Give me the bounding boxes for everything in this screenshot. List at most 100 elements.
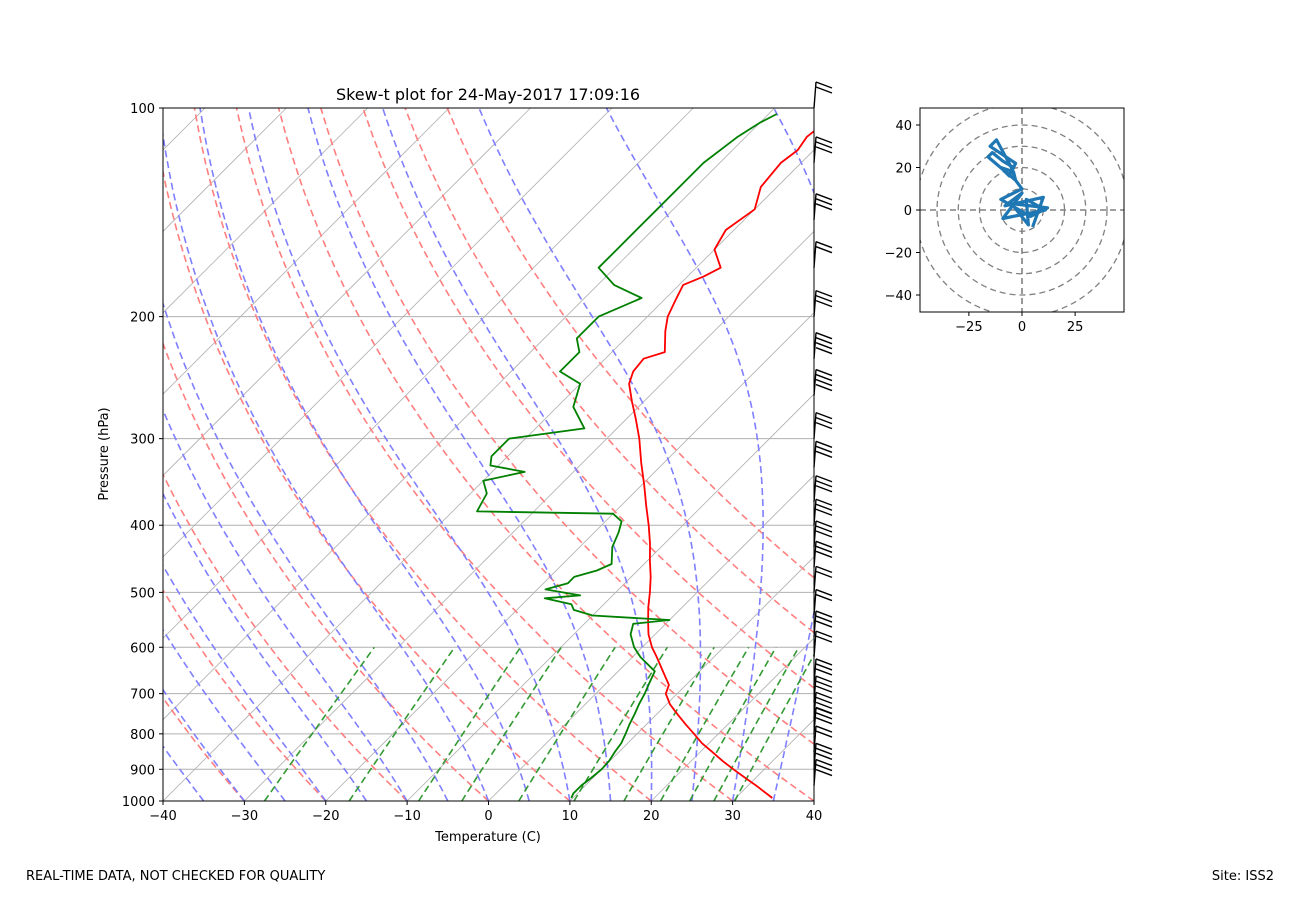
wind-barb-staff [813, 676, 817, 703]
wind-barb [813, 498, 833, 526]
wind-barb-flag [815, 530, 833, 538]
mixing-ratio-line [263, 646, 375, 801]
wind-barb-staff [813, 332, 817, 359]
wind-barb [813, 758, 833, 786]
wind-barb-flag [815, 416, 833, 425]
y-tick-label: 800 [130, 728, 155, 743]
wind-barb-flag [815, 198, 833, 206]
wind-barb [813, 675, 833, 703]
isotherm-gridline [325, 312, 814, 801]
isotherm-gridline [406, 393, 814, 801]
wind-barb [813, 332, 833, 359]
moist-adiabat [163, 301, 449, 801]
wind-barb-flag [815, 620, 833, 628]
wind-barb-flag [815, 411, 833, 420]
moist-adiabat [478, 108, 702, 801]
mixing-ratio-line [713, 646, 800, 801]
x-tick-label: 40 [806, 809, 823, 824]
x-tick-label: −10 [393, 809, 420, 824]
wind-barb-staff [813, 589, 817, 616]
wind-barb-flag [815, 378, 833, 387]
moist-adiabat [163, 688, 246, 801]
isotherm-gridline [163, 108, 694, 639]
isotherm-gridline [813, 800, 814, 801]
wind-barb [813, 610, 833, 638]
wind-barb-flag [815, 503, 833, 511]
skewt-x-axis-label: Temperature (C) [434, 830, 541, 845]
hodograph-x-tick-label: −25 [955, 320, 982, 335]
wind-barb [813, 658, 833, 685]
mixing-ratio-line [688, 646, 777, 801]
isotherm-gridline [163, 108, 369, 314]
wind-barb-flag [815, 635, 833, 643]
wind-barb [813, 630, 833, 658]
moist-adiabat [307, 108, 612, 801]
isotherm-gridline [0, 108, 42, 801]
wind-barb [813, 520, 833, 548]
skewt-frame [162, 107, 815, 802]
wind-barb-flag [815, 520, 833, 528]
dry-adiabat [446, 108, 814, 579]
wind-barb-flag [815, 588, 833, 597]
dewpoint-trace [476, 113, 778, 799]
y-tick-label: 700 [130, 688, 155, 703]
isotherm-gridline [488, 474, 814, 801]
wind-barb-flag [815, 421, 833, 430]
wind-barb-flag [815, 373, 833, 382]
wind-barb-staff [813, 441, 817, 468]
wind-barb-flag [815, 525, 833, 533]
wind-barb-flag [815, 630, 833, 638]
wind-barb [813, 136, 833, 163]
wind-barb-staff [813, 520, 817, 548]
wind-barb [813, 289, 833, 317]
wind-barb-flag [815, 593, 833, 602]
wind-barb [813, 725, 833, 753]
wind-barb-staff [813, 412, 817, 439]
wind-barb-staff [813, 475, 817, 502]
dry-adiabat [163, 588, 327, 801]
skewt-y-axis-label: Pressure (hPa) [97, 407, 112, 500]
wind-barb-flag [815, 81, 833, 89]
moist-adiabat [163, 492, 368, 801]
wind-barb-flag [815, 717, 833, 725]
wind-barb-flag [815, 712, 833, 720]
x-tick-label: −20 [312, 809, 339, 824]
hodograph-y-tick-label: 20 [895, 162, 912, 177]
wind-barb-flag [815, 332, 833, 340]
wind-barb-flag [815, 445, 833, 453]
wind-barb-flag [815, 610, 833, 618]
moist-adiabat [163, 564, 327, 801]
wind-barb [813, 241, 833, 268]
dry-adiabat [193, 108, 652, 801]
wind-barb [813, 368, 833, 396]
isotherm-gridline [163, 108, 287, 232]
wind-barb-staff [813, 369, 817, 396]
wind-barb-flag [815, 545, 833, 553]
wind-barb-flag [815, 691, 833, 700]
isotherm-gridline [163, 149, 814, 801]
wind-barb-flag [815, 668, 833, 676]
wind-barb-flag [815, 203, 833, 211]
wind-barb-staff [813, 290, 817, 317]
wind-barb-flag [815, 696, 833, 705]
dry-adiabat [362, 108, 814, 689]
x-tick-label: 20 [643, 809, 660, 824]
wind-barb-flag [815, 146, 833, 154]
dry-adiabat [163, 472, 408, 801]
wind-barb [813, 81, 833, 109]
wind-barb [813, 475, 833, 502]
wind-barb-flag [815, 680, 833, 688]
moist-adiabat [163, 129, 490, 801]
wind-barb [813, 411, 833, 439]
wind-barb-flag [815, 658, 833, 666]
y-tick-label: 500 [130, 586, 155, 601]
wind-barb-flag [815, 768, 833, 777]
mixing-ratio-line [348, 646, 456, 801]
wind-barb-flag [815, 675, 833, 683]
wind-barb-staff [813, 241, 817, 268]
wind-barb-staff [813, 692, 817, 719]
x-tick-label: −40 [149, 809, 176, 824]
hodograph-x-tick-label: 25 [1067, 320, 1084, 335]
wind-barb-staff [813, 759, 817, 786]
